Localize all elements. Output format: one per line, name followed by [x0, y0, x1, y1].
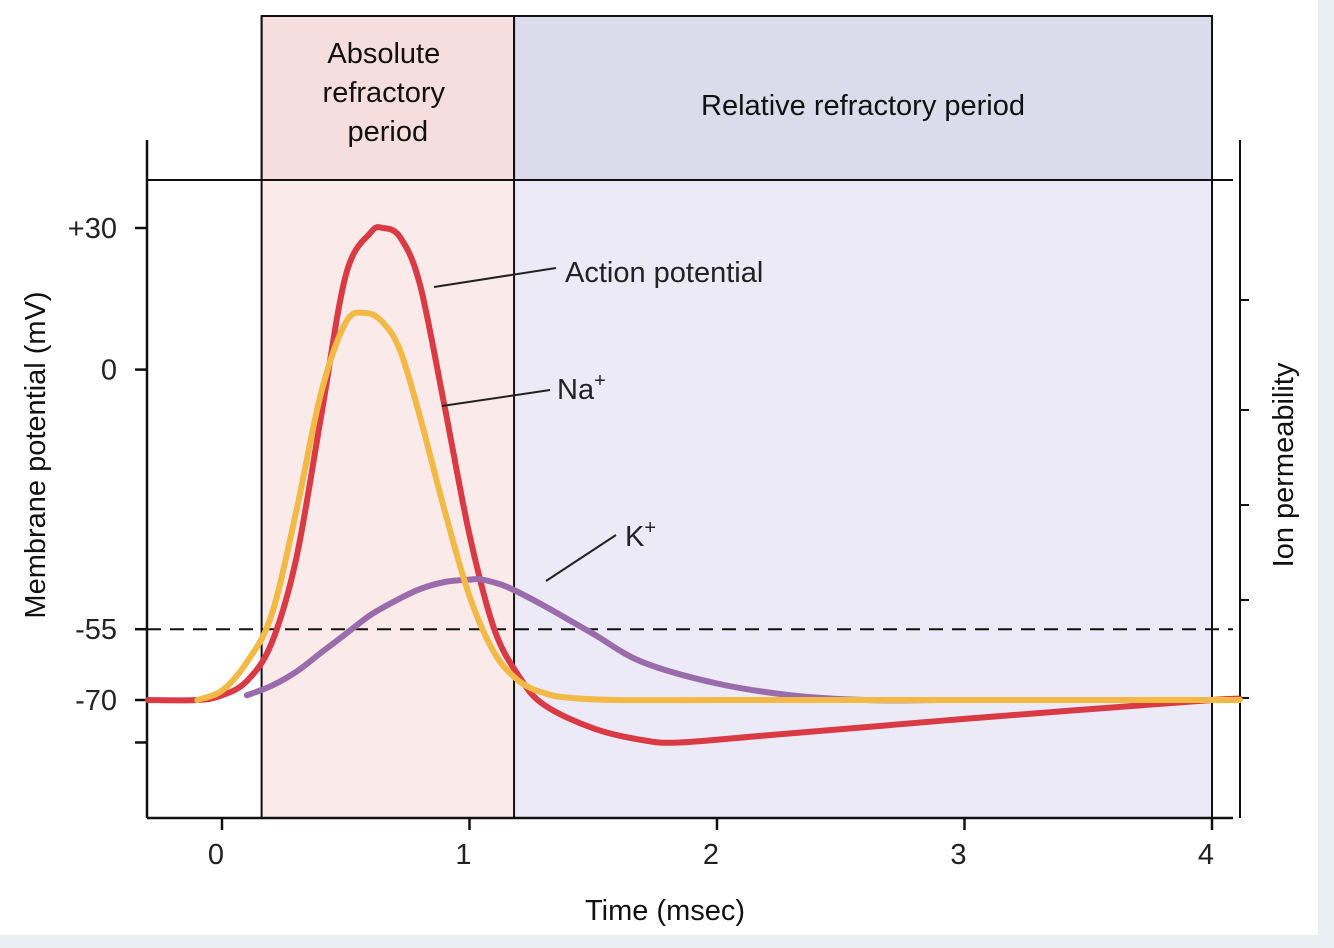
absolute-refractory-label: Absolute refractory period	[323, 38, 454, 148]
action-potential-annotation: Action potential	[565, 257, 763, 289]
x-axis-title: Time (msec)	[585, 895, 745, 927]
action-potential-chart: Absolute refractory period Relative refr…	[20, 15, 1300, 927]
k-annotation-superscript: +	[644, 517, 656, 539]
na-permeability-curve	[194, 309, 1243, 704]
axis-ticks: +30 0 -55 -70 0 1 2 3 4	[68, 213, 1249, 871]
na-annotation-superscript: +	[594, 370, 606, 392]
action-potential-leader	[433, 267, 557, 288]
x-tick-label-4: 4	[1198, 839, 1214, 871]
x-tick-label-3: 3	[950, 839, 966, 871]
na-annotation-text: Na	[557, 374, 595, 406]
y-tick-label-1: 0	[101, 355, 117, 387]
k-permeability-curve	[243, 576, 943, 704]
absolute-label-line-2: refractory	[323, 77, 446, 109]
x-tick-label-2: 2	[703, 839, 719, 871]
y-tick-label-3: -70	[75, 685, 117, 717]
y-axis-title: Membrane potential (mV)	[20, 291, 52, 618]
y2-axis-title: Ion permeability	[1268, 362, 1300, 567]
x-tick-label-0: 0	[208, 839, 224, 871]
x-tick-label-1: 1	[455, 839, 471, 871]
absolute-refractory-band	[261, 180, 515, 818]
action-potential-curve	[144, 224, 1243, 746]
absolute-refractory-header	[260, 15, 516, 181]
k-leader	[545, 534, 617, 582]
y-tick-label-0: +30	[68, 213, 117, 245]
absolute-label-line-3: period	[348, 116, 429, 148]
k-annotation: K+	[625, 517, 656, 553]
relative-refractory-label: Relative refractory period	[701, 90, 1025, 122]
na-leader	[441, 389, 551, 407]
k-annotation-text: K	[625, 521, 645, 553]
chart-figure: Absolute refractory period Relative refr…	[0, 0, 1318, 935]
absolute-label-line-1: Absolute	[327, 38, 440, 70]
relative-refractory-header	[513, 15, 1213, 181]
na-annotation: Na+	[557, 370, 606, 406]
y-tick-label-2: -55	[75, 614, 117, 646]
